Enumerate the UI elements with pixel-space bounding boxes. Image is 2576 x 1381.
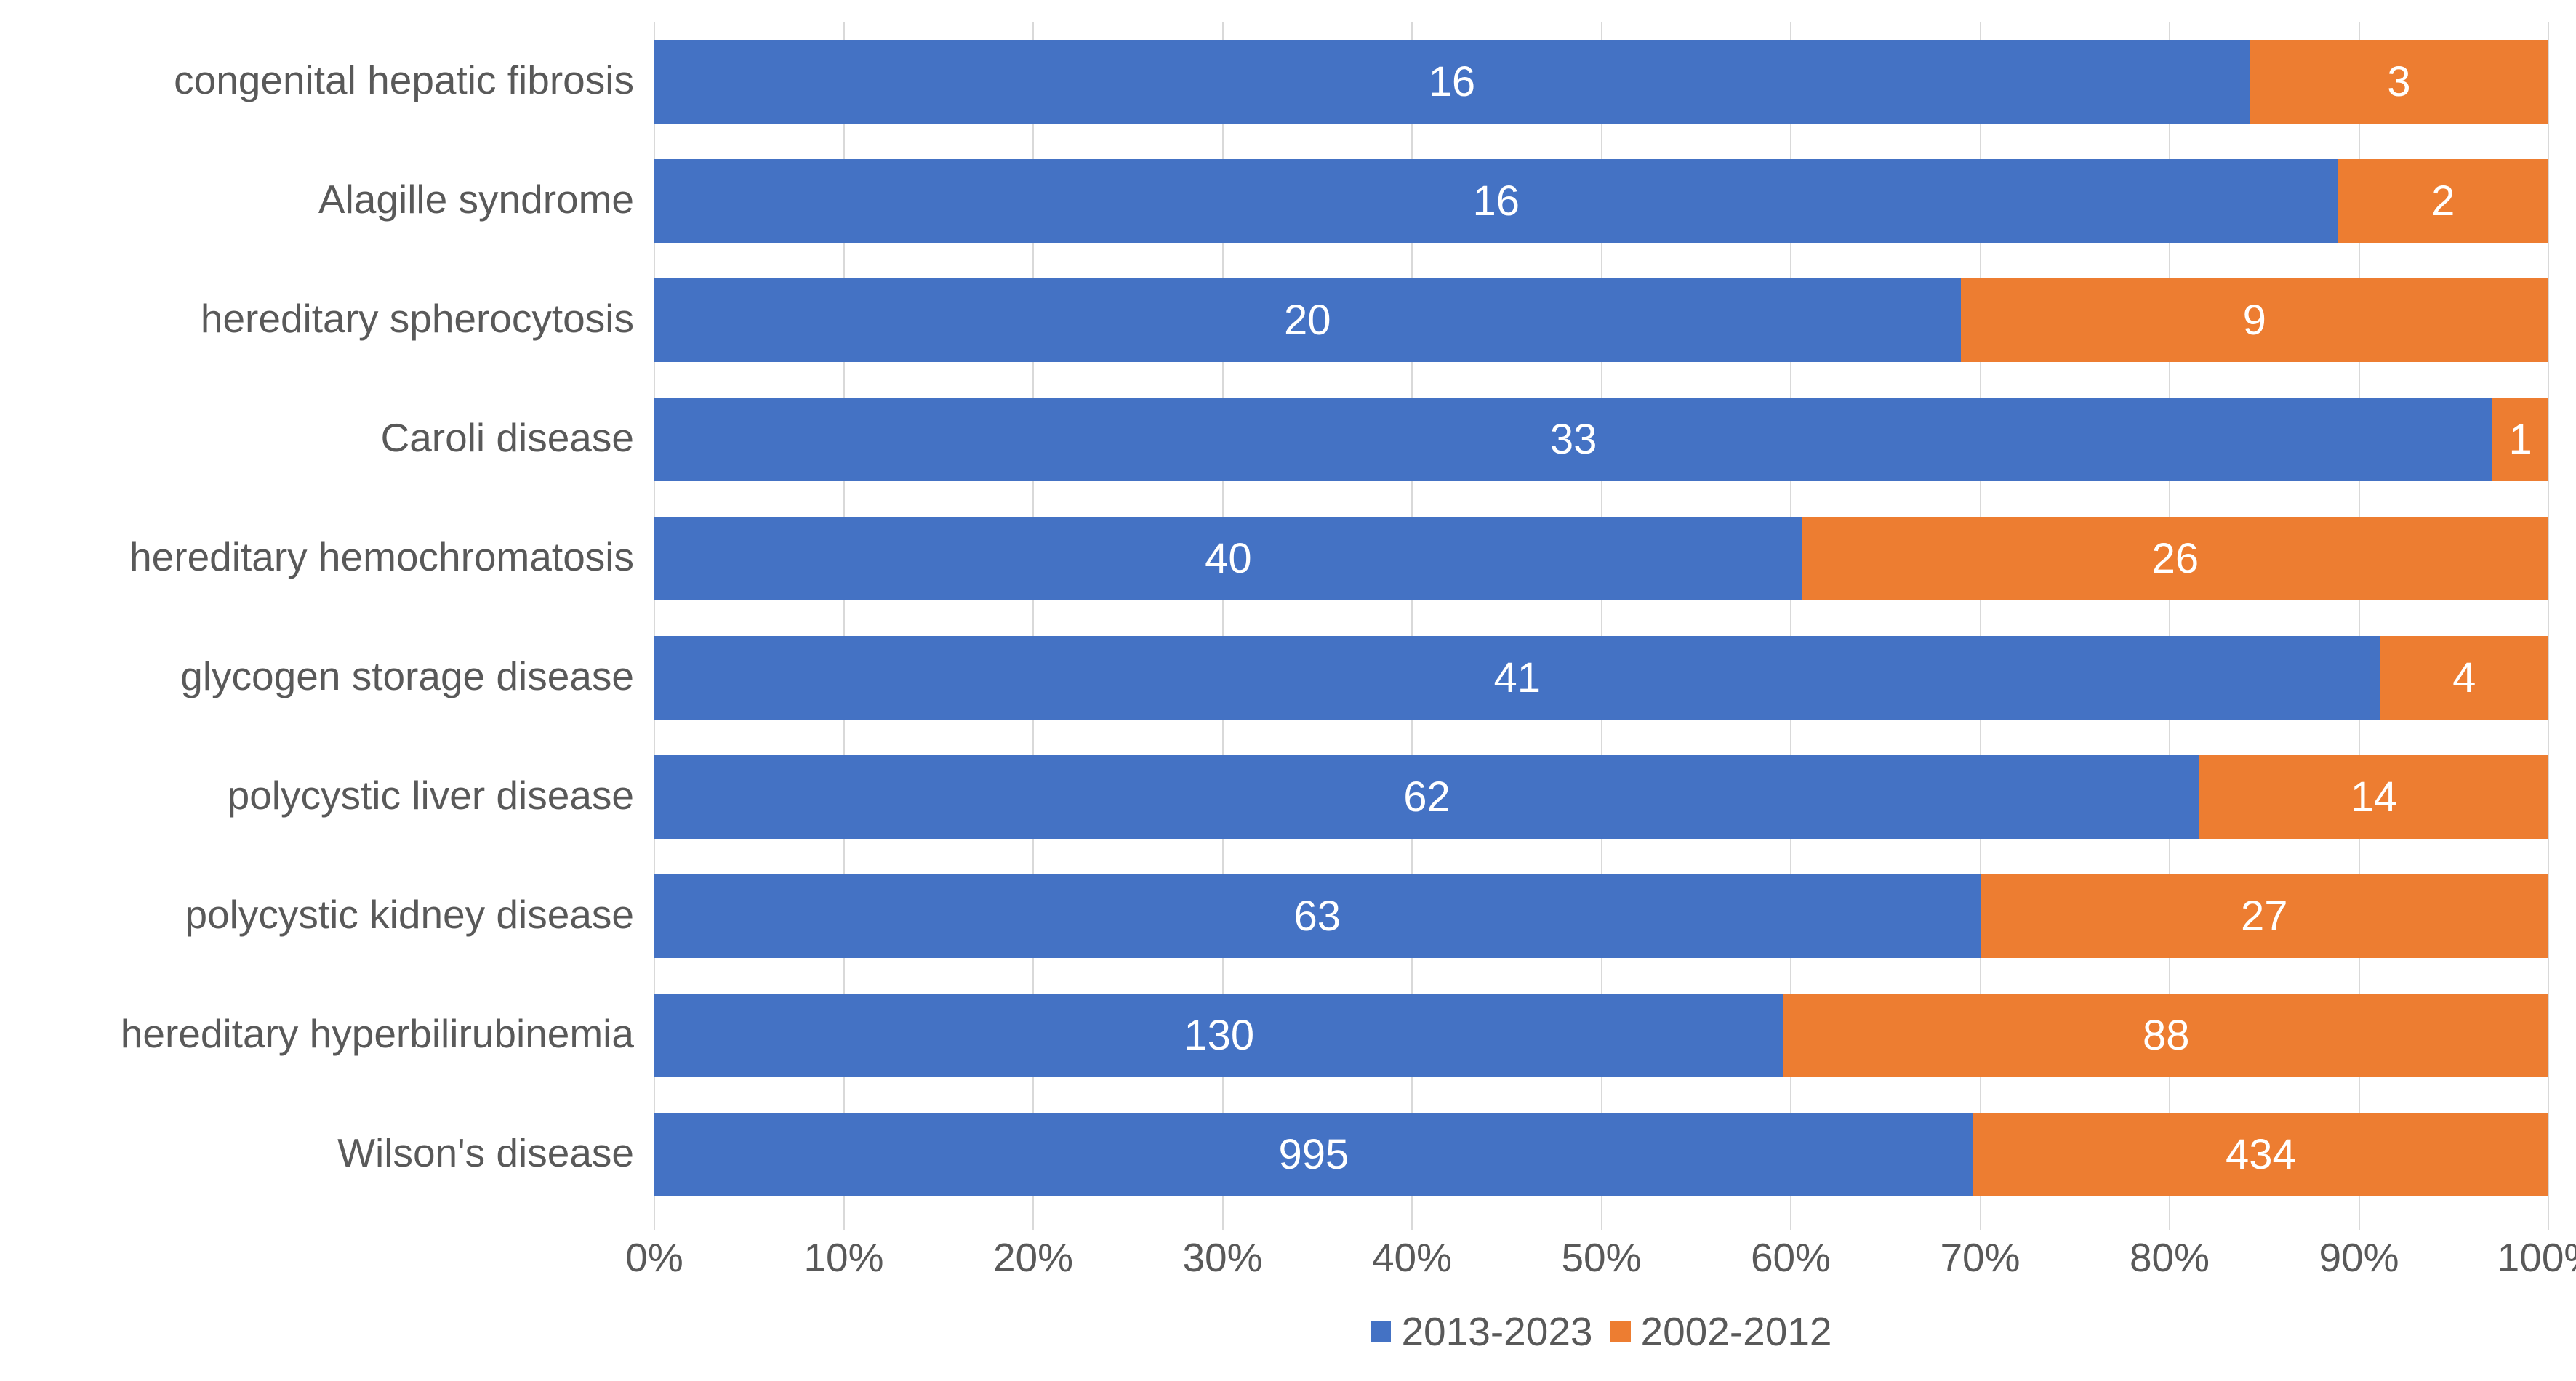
x-axis-tick-label: 0% xyxy=(582,1234,727,1281)
x-axis-tick-label: 100% xyxy=(2476,1234,2576,1281)
bar-segment-2002-2012: 4 xyxy=(2380,636,2548,720)
bar-row: 162 xyxy=(654,159,2548,243)
y-axis-category-label: congenital hepatic fibrosis xyxy=(174,57,634,103)
x-tick xyxy=(843,1214,845,1230)
bar-row: 6327 xyxy=(654,874,2548,958)
bar-segment-2002-2012: 3 xyxy=(2250,40,2548,124)
legend-swatch-2013-2023 xyxy=(1371,1321,1391,1342)
bar-segment-2002-2012: 14 xyxy=(2199,755,2548,839)
bar-segment-2013-2023: 16 xyxy=(654,40,2250,124)
bar-segment-2013-2023: 995 xyxy=(654,1113,1973,1196)
bar-segment-2002-2012: 88 xyxy=(1783,994,2548,1077)
legend: 2013-2023 2002-2012 xyxy=(654,1308,2548,1355)
plot-area: 16316220933140264146214632713088995434 xyxy=(654,22,2548,1214)
x-tick xyxy=(1032,1214,1034,1230)
x-axis-tick-label: 30% xyxy=(1150,1234,1296,1281)
x-axis-tick-label: 40% xyxy=(1339,1234,1485,1281)
bar-segment-2013-2023: 62 xyxy=(654,755,2199,839)
bar-row: 6214 xyxy=(654,755,2548,839)
x-tick xyxy=(1980,1214,1981,1230)
y-axis-category-label: hereditary spherocytosis xyxy=(201,295,634,342)
bar-segment-2013-2023: 130 xyxy=(654,994,1783,1077)
bar-segment-2002-2012: 26 xyxy=(1802,517,2548,600)
bar-segment-2002-2012: 9 xyxy=(1961,278,2548,362)
x-tick xyxy=(1790,1214,1791,1230)
bar-segment-2013-2023: 33 xyxy=(654,398,2492,481)
y-axis-category-label: hereditary hyperbilirubinemia xyxy=(121,1010,634,1057)
bar-segment-2002-2012: 2 xyxy=(2338,159,2548,243)
legend-swatch-2002-2012 xyxy=(1610,1321,1631,1342)
y-axis-category-label: polycystic liver disease xyxy=(228,772,634,818)
bar-segment-2002-2012: 1 xyxy=(2492,398,2548,481)
bar-row: 163 xyxy=(654,40,2548,124)
bar-row: 995434 xyxy=(654,1113,2548,1196)
x-tick xyxy=(1411,1214,1413,1230)
x-tick xyxy=(2548,1214,2549,1230)
x-tick xyxy=(654,1214,655,1230)
x-axis-tick-label: 10% xyxy=(771,1234,917,1281)
legend-label-2002-2012: 2002-2012 xyxy=(1641,1308,1832,1355)
x-axis-tick-label: 80% xyxy=(2097,1234,2242,1281)
y-axis-category-label: glycogen storage disease xyxy=(180,653,634,699)
bar-segment-2002-2012: 27 xyxy=(1981,874,2549,958)
y-axis-category-label: Alagille syndrome xyxy=(318,176,634,222)
y-axis-category-label: hereditary hemochromatosis xyxy=(129,534,634,580)
stacked-bar-chart: 16316220933140264146214632713088995434 c… xyxy=(0,0,2576,1381)
bar-segment-2013-2023: 40 xyxy=(654,517,1802,600)
y-axis-category-label: Wilson's disease xyxy=(337,1130,634,1176)
y-axis-category-label: polycystic kidney disease xyxy=(185,891,634,938)
x-tick xyxy=(1601,1214,1602,1230)
bar-segment-2013-2023: 41 xyxy=(654,636,2380,720)
bar-segment-2013-2023: 20 xyxy=(654,278,1961,362)
bar-row: 4026 xyxy=(654,517,2548,600)
legend-item-2002-2012: 2002-2012 xyxy=(1610,1308,1832,1355)
x-tick xyxy=(2169,1214,2170,1230)
bar-segment-2013-2023: 16 xyxy=(654,159,2338,243)
x-axis-tick-label: 70% xyxy=(1908,1234,2053,1281)
bar-row: 414 xyxy=(654,636,2548,720)
bar-segment-2013-2023: 63 xyxy=(654,874,1981,958)
bar-row: 13088 xyxy=(654,994,2548,1077)
legend-item-2013-2023: 2013-2023 xyxy=(1371,1308,1592,1355)
x-axis-tick-label: 20% xyxy=(960,1234,1106,1281)
x-tick xyxy=(1222,1214,1224,1230)
x-axis-tick-label: 90% xyxy=(2287,1234,2432,1281)
bar-segment-2002-2012: 434 xyxy=(1973,1113,2548,1196)
x-tick xyxy=(2359,1214,2360,1230)
x-axis-tick-label: 50% xyxy=(1529,1234,1674,1281)
y-axis-category-label: Caroli disease xyxy=(380,414,634,461)
bar-row: 209 xyxy=(654,278,2548,362)
legend-label-2013-2023: 2013-2023 xyxy=(1401,1308,1592,1355)
x-axis-tick-label: 60% xyxy=(1718,1234,1863,1281)
bar-row: 331 xyxy=(654,398,2548,481)
